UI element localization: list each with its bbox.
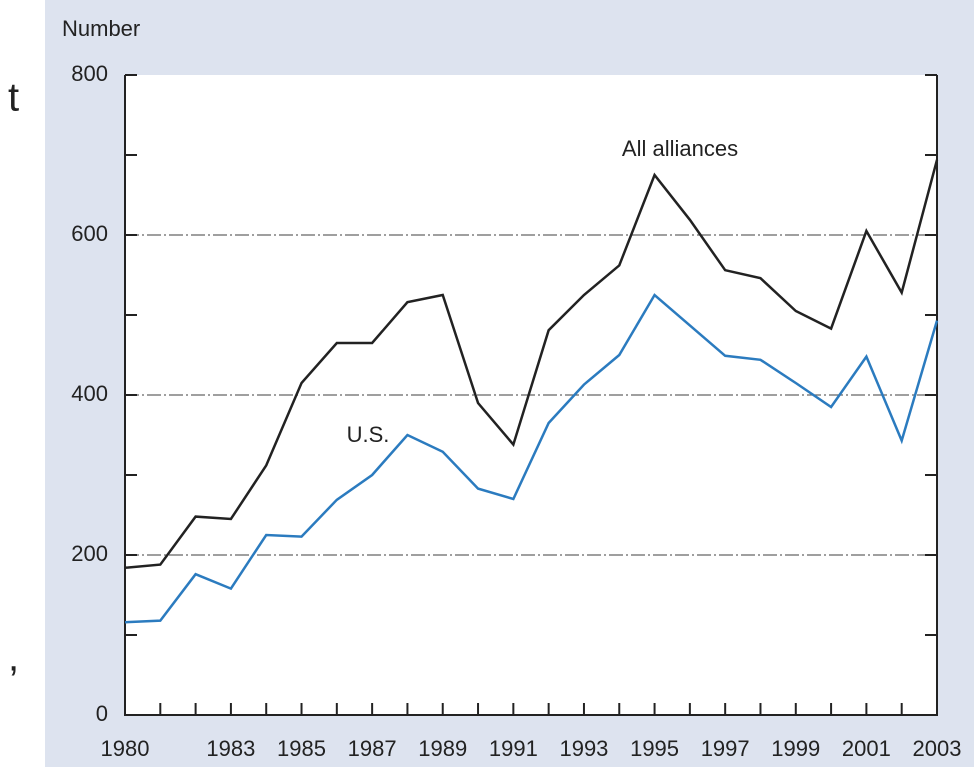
y-tick-label: 600 (71, 221, 108, 246)
x-tick-label: 2003 (913, 736, 962, 761)
x-tick-label: 1989 (418, 736, 467, 761)
cropped-text: t (8, 76, 19, 120)
data-line (124, 293, 939, 624)
data-line (124, 159, 939, 570)
x-tick-label: 1980 (101, 736, 150, 761)
x-tick-label: 1983 (206, 736, 255, 761)
y-tick-label: 0 (96, 701, 108, 726)
x-tick-label: 1991 (489, 736, 538, 761)
x-tick-label: 1999 (771, 736, 820, 761)
series-label: All alliances (622, 136, 738, 161)
axis-frame (124, 75, 938, 716)
y-tick-label: 200 (71, 541, 108, 566)
cropped-text: , (8, 636, 19, 680)
series-label: U.S. (347, 422, 390, 447)
y-axis-label: Number (62, 16, 140, 41)
x-tick-label: 1993 (559, 736, 608, 761)
x-tick-label: 1985 (277, 736, 326, 761)
y-tick-label: 400 (71, 381, 108, 406)
x-tick-label: 2001 (842, 736, 891, 761)
x-tick-label: 1997 (701, 736, 750, 761)
y-tick-label: 800 (71, 61, 108, 86)
x-tick-label: 1987 (348, 736, 397, 761)
x-tick-label: 1995 (630, 736, 679, 761)
